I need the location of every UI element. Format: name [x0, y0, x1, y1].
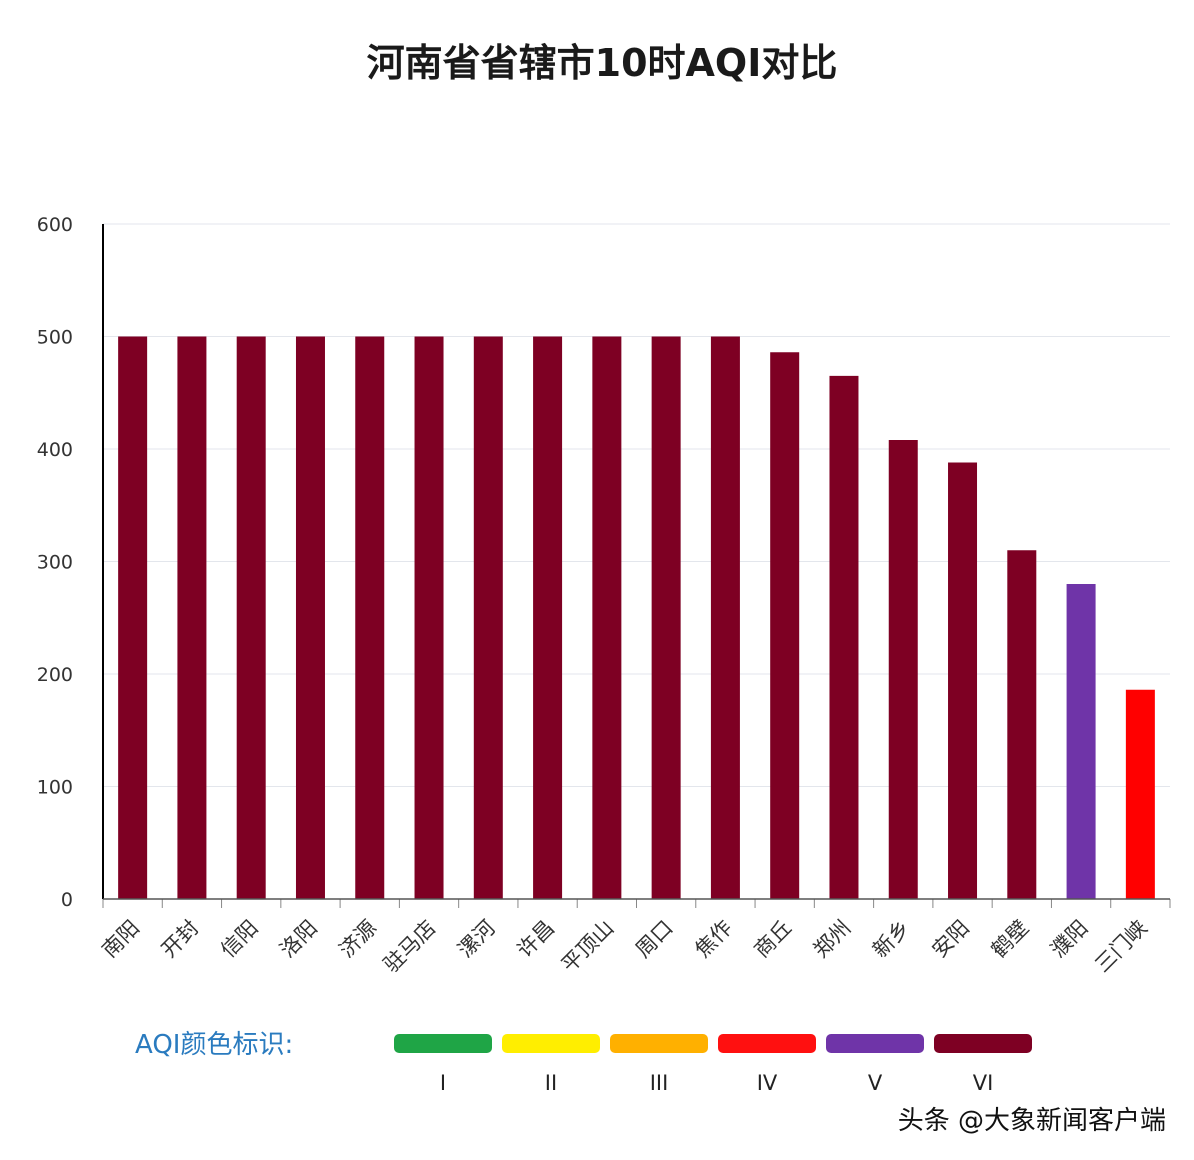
bar — [1007, 550, 1037, 899]
bar — [888, 440, 918, 899]
bar — [948, 462, 978, 899]
x-tick-label: 南阳 — [98, 916, 145, 963]
x-tick-label: 濮阳 — [1046, 916, 1093, 963]
watermark: 头条 @大象新闻客户端 — [898, 1106, 1166, 1136]
bar — [355, 336, 385, 899]
legend-swatch — [610, 1034, 708, 1053]
x-tick-label: 洛阳 — [275, 916, 322, 963]
legend: I II III IV V VI — [394, 1034, 1032, 1095]
x-tick-label: 济源 — [335, 916, 382, 963]
legend-swatch — [394, 1034, 492, 1053]
legend-label: VI — [973, 1071, 994, 1095]
x-tick-label: 许昌 — [512, 916, 559, 963]
y-tick-label: 0 — [61, 889, 73, 911]
bar — [592, 336, 622, 899]
bar — [1066, 584, 1096, 899]
y-tick-label: 400 — [37, 439, 73, 461]
bars — [118, 336, 1155, 899]
bar — [177, 336, 207, 899]
x-tick-label: 驻马店 — [379, 916, 441, 978]
bar — [533, 336, 563, 899]
grid-lines — [103, 223, 1170, 787]
y-tick-label: 600 — [37, 214, 73, 236]
bar — [829, 375, 859, 899]
bar — [236, 336, 266, 899]
x-tick-label: 开封 — [157, 916, 204, 963]
x-tick-label: 安阳 — [927, 916, 974, 963]
x-tick-label: 平顶山 — [557, 916, 619, 978]
legend-label: V — [868, 1071, 883, 1095]
legend-label: III — [650, 1071, 669, 1095]
legend-title: AQI颜色标识: — [135, 1030, 293, 1060]
x-tick-label: 焦作 — [690, 916, 737, 963]
bar — [414, 336, 444, 899]
bar — [770, 352, 800, 899]
x-tick-label: 鹤壁 — [987, 916, 1034, 963]
x-tick-label: 商丘 — [750, 916, 797, 963]
bar — [710, 336, 740, 899]
x-tick-label: 周口 — [631, 916, 678, 963]
chart-title: 河南省省辖市10时AQI对比 — [367, 41, 838, 85]
legend-swatch — [826, 1034, 924, 1053]
legend-label: II — [545, 1071, 557, 1095]
y-tick-label: 300 — [37, 552, 73, 574]
legend-swatch — [718, 1034, 816, 1053]
bar — [118, 336, 148, 899]
y-tick-label: 500 — [37, 327, 73, 349]
x-tick-label: 漯河 — [453, 916, 500, 963]
x-tick-label: 三门峡 — [1090, 916, 1152, 978]
x-tick-label: 新乡 — [868, 916, 915, 963]
legend-swatch — [934, 1034, 1032, 1053]
x-tick-label: 郑州 — [809, 916, 856, 963]
bar — [473, 336, 503, 899]
x-tick-label: 信阳 — [216, 916, 263, 963]
legend-label: I — [440, 1071, 446, 1095]
legend-label: IV — [757, 1071, 778, 1095]
y-tick-label: 100 — [37, 777, 73, 799]
y-tick-label: 200 — [37, 664, 73, 686]
legend-swatch — [502, 1034, 600, 1053]
bar — [1125, 689, 1155, 899]
y-axis-ticks: 0 100 200 300 400 500 600 — [37, 214, 73, 911]
bar — [295, 336, 325, 899]
bar — [651, 336, 681, 899]
